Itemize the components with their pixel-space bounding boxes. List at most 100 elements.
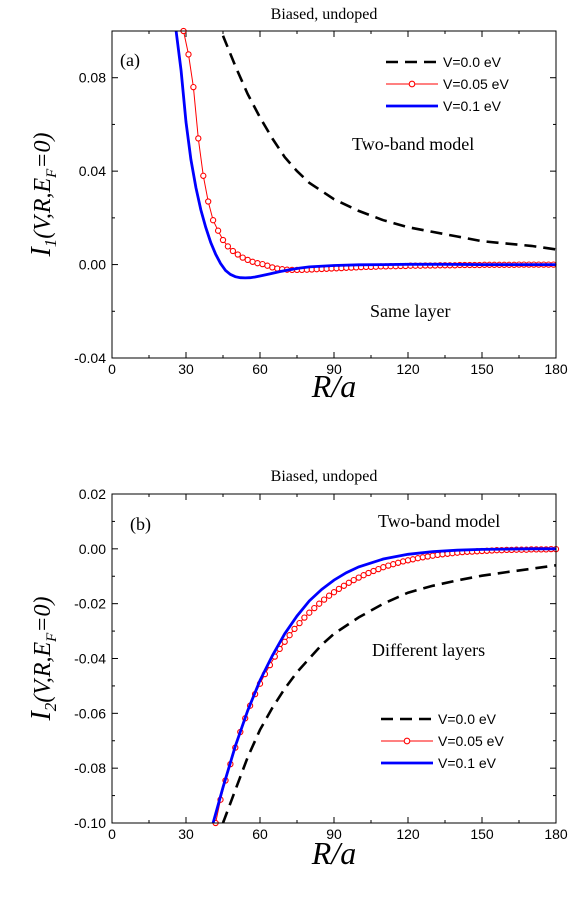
series-point bbox=[409, 556, 417, 563]
x-tick-label: 150 bbox=[470, 826, 494, 842]
series-point bbox=[254, 260, 261, 267]
series-point bbox=[224, 243, 232, 250]
y-axis-label-part: I bbox=[26, 710, 57, 722]
y-axis-label-part: =0) bbox=[30, 596, 56, 632]
series-point bbox=[345, 579, 352, 586]
y-tick-label: -0.04 bbox=[74, 350, 106, 366]
y-tick-label: 0.02 bbox=[79, 486, 106, 502]
y-tick-label: -0.06 bbox=[74, 705, 106, 721]
x-tick-label: 30 bbox=[178, 826, 194, 842]
series-point bbox=[190, 83, 197, 91]
x-tick-label: 30 bbox=[178, 361, 194, 377]
legend-label: V=0.0 eV bbox=[438, 711, 497, 727]
x-tick-label: 90 bbox=[326, 826, 342, 842]
chart-panel-b: Biased, undoped 0 30 60 90 120 150 180 -0.10 -0.0… bbox=[26, 468, 568, 871]
y-axis-label: I1(V,R,EF=0) bbox=[26, 132, 60, 257]
legend-label: V=0.1 eV bbox=[438, 755, 497, 771]
series-point bbox=[296, 619, 303, 627]
series-point bbox=[219, 236, 227, 244]
annotation: Different layers bbox=[372, 640, 485, 660]
y-axis-label-part: F bbox=[44, 632, 60, 643]
y-tick-label: -0.02 bbox=[74, 596, 106, 612]
y-axis-label-part: =0) bbox=[30, 132, 56, 168]
series-point bbox=[316, 600, 323, 607]
y-axis-label-part: (V,R,E bbox=[30, 641, 56, 702]
y-tick-label: -0.08 bbox=[74, 760, 106, 776]
legend: V=0.0 eV V=0.05 eV V=0.1 eV bbox=[386, 54, 509, 114]
legend: V=0.0 eV V=0.05 eV V=0.1 eV bbox=[381, 711, 504, 771]
legend-label: V=0.05 eV bbox=[443, 76, 509, 92]
y-axis-label-part: 1 bbox=[41, 239, 60, 248]
series-line-2 bbox=[211, 547, 556, 823]
series-line-1 bbox=[215, 548, 556, 823]
y-axis-label-part: F bbox=[44, 168, 60, 179]
series-point bbox=[320, 596, 328, 603]
series-point bbox=[229, 247, 237, 255]
x-axis-label: R/a bbox=[311, 835, 356, 871]
y-axis-label-part: (V,R,E bbox=[30, 177, 56, 238]
series-point bbox=[239, 254, 246, 261]
chart-title: Biased, undoped bbox=[271, 468, 378, 485]
y-tick-label: -0.04 bbox=[74, 651, 106, 667]
x-tick-label: 90 bbox=[326, 361, 342, 377]
x-axis-label: R/a bbox=[311, 368, 356, 404]
series-point bbox=[185, 51, 192, 58]
series-point bbox=[291, 625, 298, 633]
y-tick-label: 0.00 bbox=[79, 257, 106, 273]
series-point bbox=[404, 557, 412, 564]
y-axis-label: I2(V,R,EF=0) bbox=[26, 596, 60, 721]
series-point bbox=[306, 609, 313, 616]
series-point bbox=[209, 217, 217, 224]
x-tick-label: 0 bbox=[108, 826, 116, 842]
panel-label: (a) bbox=[120, 50, 140, 71]
x-tick-label: 60 bbox=[252, 826, 268, 842]
series-line-0 bbox=[221, 35, 556, 251]
annotation: Same layer bbox=[370, 301, 450, 321]
y-tick-label: 0.00 bbox=[79, 541, 106, 557]
x-tick-label: 0 bbox=[108, 361, 116, 377]
series-point bbox=[286, 632, 293, 639]
series-point bbox=[301, 614, 308, 621]
series-point bbox=[330, 589, 338, 596]
x-tick-label: 60 bbox=[252, 361, 268, 377]
series-point bbox=[340, 582, 348, 589]
series-point bbox=[311, 604, 318, 612]
y-tick-label: 0.08 bbox=[79, 70, 106, 86]
x-tick-label: 120 bbox=[396, 826, 420, 842]
y-tick-label: -0.10 bbox=[74, 815, 106, 831]
y-axis-label-part: 2 bbox=[41, 702, 60, 711]
legend-label: V=0.05 eV bbox=[438, 733, 504, 749]
annotation: Two-band model bbox=[352, 134, 474, 154]
plot-frame bbox=[111, 30, 557, 359]
series-point bbox=[350, 576, 357, 584]
panel-label: (b) bbox=[130, 514, 151, 535]
chart-title: Biased, undoped bbox=[271, 6, 378, 23]
series-line-0 bbox=[221, 564, 556, 823]
series-line-2 bbox=[174, 31, 556, 280]
legend-marker bbox=[408, 80, 416, 88]
x-tick-label: 120 bbox=[396, 361, 420, 377]
series-point bbox=[414, 555, 422, 562]
series-point bbox=[325, 592, 333, 599]
series-point bbox=[205, 198, 212, 205]
y-tick-label: 0.04 bbox=[79, 163, 106, 179]
series-point bbox=[399, 558, 407, 565]
series-point bbox=[365, 569, 372, 577]
series-point bbox=[394, 559, 402, 566]
plot-frame bbox=[111, 493, 557, 824]
legend-label: V=0.1 eV bbox=[443, 98, 502, 114]
chart-panel-a: Biased, undoped 0 30 60 90 120 150 180 -0.04 0.00… bbox=[26, 6, 568, 404]
series-point bbox=[200, 172, 207, 179]
x-tick-label: 180 bbox=[544, 361, 568, 377]
series-point bbox=[419, 554, 426, 561]
legend-label: V=0.0 eV bbox=[443, 54, 502, 70]
y-axis-label-part: I bbox=[26, 246, 57, 258]
x-tick-label: 180 bbox=[544, 826, 568, 842]
series-point bbox=[269, 264, 276, 271]
series-point bbox=[335, 585, 343, 593]
series-point bbox=[429, 552, 436, 559]
series-point bbox=[214, 227, 222, 234]
series-point bbox=[424, 553, 431, 560]
legend-marker bbox=[403, 737, 411, 745]
